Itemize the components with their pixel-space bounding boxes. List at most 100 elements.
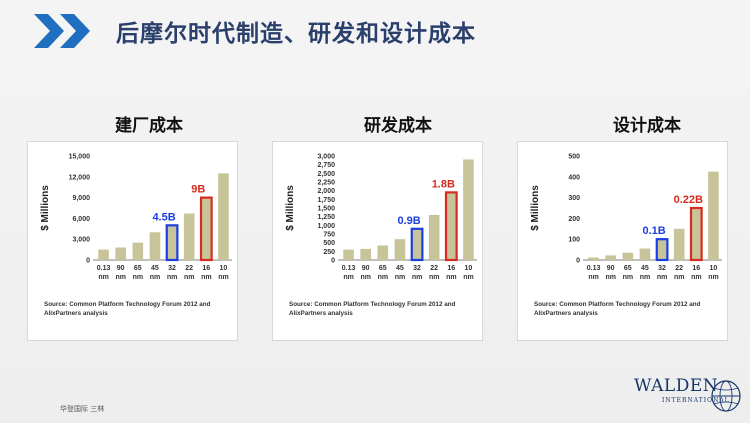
bar <box>343 249 354 260</box>
y-axis-label: $ Millions <box>40 185 51 231</box>
bar <box>149 232 161 260</box>
x-tick-label: 0.13 <box>342 265 356 272</box>
y-tick-label: 12,000 <box>69 174 91 181</box>
chart-panel-fab-cost: $ Millions 0 3,000 6,000 9,000 12,000 15,000 0.… <box>27 141 238 341</box>
bar <box>463 159 474 260</box>
x-tick-label: 90 <box>117 265 125 272</box>
chart-panel-rnd-cost: $ Millions 0 250 500 750 1,000 1,250 1,500 1,750… <box>272 141 483 341</box>
x-tick-unit: nm <box>184 274 195 281</box>
x-tick-label: 45 <box>151 265 159 272</box>
source-note: Source: Common Platform Technology Forum… <box>534 301 701 317</box>
y-tick-label: 2,750 <box>317 162 335 169</box>
x-tick-unit: nm <box>463 274 474 281</box>
bar-highlight-label: 4.5B <box>152 211 175 223</box>
source-note: Source: Common Platform Technology Forum… <box>289 301 456 317</box>
logo-tagline: INTERNATIONAL <box>662 397 730 404</box>
bar <box>444 191 458 262</box>
chart-panel-design-cost: $ Millions 0 100 200 300 400 500 0.13 nm 90 nm 65 nm… <box>517 141 728 341</box>
walden-logo: WALDEN INTERNATIONAL <box>632 372 744 420</box>
x-tick-unit: nm <box>98 274 109 281</box>
y-tick-label: 500 <box>323 240 335 247</box>
bar <box>218 173 229 260</box>
chart-heading-rnd-cost: 研发成本 <box>364 116 432 136</box>
bar <box>410 227 424 262</box>
y-tick-label: 2,500 <box>317 171 335 178</box>
x-tick-unit: nm <box>691 274 702 281</box>
x-tick-unit: nm <box>588 274 599 281</box>
x-tick-unit: nm <box>115 274 126 281</box>
x-tick-label: 32 <box>413 265 421 272</box>
y-tick-label: 9,000 <box>72 195 90 202</box>
x-tick-unit: nm <box>657 274 668 281</box>
y-tick-label: 2,000 <box>317 188 335 195</box>
x-tick-label: 45 <box>396 265 404 272</box>
bar-chart-fab-cost: $ Millions 0 3,000 6,000 9,000 12,000 15,000 0.… <box>40 154 232 281</box>
y-tick-label: 1,250 <box>317 214 335 221</box>
bar <box>428 214 440 260</box>
x-tick-label: 32 <box>658 265 666 272</box>
y-tick-label: 250 <box>323 249 335 256</box>
y-tick-label: 500 <box>568 154 580 161</box>
bar <box>689 206 703 262</box>
x-tick-label: 65 <box>134 265 142 272</box>
x-tick-label: 22 <box>675 265 683 272</box>
bar <box>639 248 651 260</box>
bar <box>655 238 669 262</box>
y-tick-label: 3,000 <box>317 154 335 161</box>
bar <box>183 213 195 260</box>
x-tick-label: 65 <box>624 265 632 272</box>
x-tick-unit: nm <box>605 274 616 281</box>
y-axis-label: $ Millions <box>285 185 296 231</box>
y-tick-label: 300 <box>568 195 580 202</box>
bar <box>199 196 213 262</box>
x-tick-unit: nm <box>395 274 406 281</box>
y-tick-label: 400 <box>568 174 580 181</box>
footer-note: 华登国际 三林 <box>60 405 105 413</box>
x-tick-label: 90 <box>607 265 615 272</box>
y-tick-label: 3,000 <box>72 237 90 244</box>
y-axis-label: $ Millions <box>530 185 541 231</box>
y-tick-label: 2,250 <box>317 180 335 187</box>
x-tick-label: 0.13 <box>587 265 601 272</box>
x-tick-label: 45 <box>641 265 649 272</box>
x-tick-unit: nm <box>446 274 457 281</box>
double-chevron-icon <box>34 14 90 48</box>
x-tick-unit: nm <box>133 274 144 281</box>
x-tick-label: 22 <box>430 265 438 272</box>
y-tick-label: 750 <box>323 232 335 239</box>
x-tick-label: 22 <box>185 265 193 272</box>
bar-highlight-label: 1.8B <box>432 178 455 190</box>
x-tick-unit: nm <box>343 274 354 281</box>
bar <box>622 252 634 260</box>
y-tick-label: 0 <box>331 258 335 265</box>
x-tick-label: 16 <box>692 265 700 272</box>
x-tick-unit: nm <box>412 274 423 281</box>
y-tick-label: 200 <box>568 216 580 223</box>
bar <box>605 255 616 260</box>
chart-heading-fab-cost: 建厂成本 <box>115 116 183 136</box>
x-tick-unit: nm <box>218 274 229 281</box>
bar <box>165 224 179 262</box>
bar <box>588 257 599 260</box>
bar <box>377 245 389 260</box>
bar <box>115 247 126 260</box>
bar <box>360 248 371 260</box>
bar-highlight-label: 0.9B <box>397 215 420 227</box>
logo-wordmark: WALDEN <box>634 376 719 396</box>
x-tick-label: 0.13 <box>97 265 111 272</box>
bar <box>132 242 144 260</box>
x-tick-unit: nm <box>640 274 651 281</box>
page-title: 后摩尔时代制造、研发和设计成本 <box>116 21 476 47</box>
slide-header: 后摩尔时代制造、研发和设计成本 <box>0 0 750 62</box>
x-tick-unit: nm <box>674 274 685 281</box>
bar-highlight-label: 9B <box>191 184 205 196</box>
x-tick-unit: nm <box>429 274 440 281</box>
bar <box>394 239 406 260</box>
x-tick-label: 10 <box>710 265 718 272</box>
bar-highlight-label: 0.1B <box>642 225 665 237</box>
x-tick-label: 10 <box>220 265 228 272</box>
y-tick-label: 0 <box>86 258 90 265</box>
x-tick-unit: nm <box>167 274 178 281</box>
x-tick-label: 65 <box>379 265 387 272</box>
bar <box>98 249 109 260</box>
